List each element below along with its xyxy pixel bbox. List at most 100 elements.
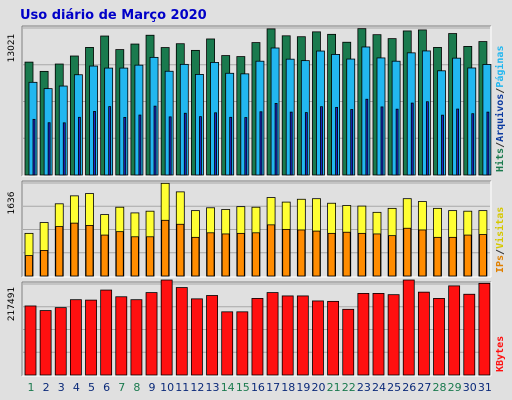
pages-bar xyxy=(304,112,308,176)
day-label: 16 xyxy=(251,381,265,394)
visits-legend-part: / xyxy=(495,249,506,255)
day-label: 8 xyxy=(133,381,140,394)
pages-bar xyxy=(410,102,414,176)
pages-bar xyxy=(320,106,323,176)
ips-bar xyxy=(55,226,64,277)
ips-bar xyxy=(25,255,33,277)
day-label: 17 xyxy=(266,381,280,394)
day-label: 2 xyxy=(43,381,50,394)
day-label: 7 xyxy=(118,381,125,394)
kbytes-bar xyxy=(448,285,461,376)
ips-bar xyxy=(312,230,321,277)
day-label: 19 xyxy=(296,381,310,394)
ips-bar xyxy=(206,232,215,277)
ips-bar xyxy=(70,222,79,277)
day-label: 21 xyxy=(327,381,341,394)
ips-bar xyxy=(161,219,170,277)
hits-legend-part: Páginas xyxy=(494,46,506,88)
ips-bar xyxy=(327,232,336,277)
kbytes-legend-part: KBytes xyxy=(495,336,506,372)
ips-bar xyxy=(40,250,49,277)
kbytes-bar xyxy=(312,300,324,376)
hits-legend-part: / xyxy=(495,88,506,94)
day-label: 3 xyxy=(58,381,65,394)
day-label: 29 xyxy=(448,381,462,394)
kbytes-legend: KBytes xyxy=(495,336,506,372)
kbytes-bar xyxy=(236,311,249,376)
pages-bar xyxy=(350,109,354,176)
pages-bar xyxy=(168,116,172,176)
kbytes-bar xyxy=(130,299,143,376)
ips-bar xyxy=(297,229,306,277)
kbytes-bar xyxy=(24,305,37,376)
pages-bar xyxy=(93,111,96,176)
hits-legend: Hits/Arquivos/Páginas xyxy=(494,46,506,172)
page-title: Uso diário de Março 2020 xyxy=(20,8,207,23)
ips-bar xyxy=(342,231,351,277)
day-label: 27 xyxy=(417,381,431,394)
kbytes-bar xyxy=(433,298,445,376)
ips-bar xyxy=(85,225,94,277)
day-label: 11 xyxy=(175,381,189,394)
kbytes-bar xyxy=(54,307,67,376)
visits-legend-part: Visitas xyxy=(494,207,506,249)
pages-bar xyxy=(229,116,233,176)
ips-bar xyxy=(221,233,230,277)
day-label: 22 xyxy=(342,381,356,394)
kbytes-bar xyxy=(417,291,430,376)
kbytes-bar xyxy=(266,292,279,376)
ips-bar xyxy=(418,229,427,277)
pages-bar xyxy=(123,117,127,176)
kbytes-bar xyxy=(357,293,370,376)
pages-bar xyxy=(214,112,217,176)
visits-legend-part: IPs xyxy=(495,255,506,273)
hits-legend-part: / xyxy=(495,142,506,148)
kbytes-bar xyxy=(251,298,264,376)
day-label: 13 xyxy=(206,381,220,394)
day-label: 20 xyxy=(311,381,325,394)
day-label: 9 xyxy=(149,381,156,394)
kbytes-bar xyxy=(463,293,476,376)
ips-bar xyxy=(267,224,275,277)
pages-bar xyxy=(62,122,66,176)
ips-bar xyxy=(236,232,245,277)
ips-bar xyxy=(100,234,109,277)
ips-bar xyxy=(463,234,472,277)
ips-bar xyxy=(191,236,200,277)
pages-bar xyxy=(138,114,142,176)
pages-bar xyxy=(183,112,187,176)
kbytes-bar xyxy=(115,296,128,376)
day-label: 23 xyxy=(357,381,371,394)
pages-bar xyxy=(425,101,429,176)
ips-bar xyxy=(373,233,381,277)
kbytes-bar xyxy=(145,292,158,376)
hits-legend-part: Hits xyxy=(494,148,506,172)
ips-bar xyxy=(357,232,366,277)
kbytes-bar xyxy=(478,282,491,376)
day-label: 12 xyxy=(190,381,204,394)
kbytes-bar xyxy=(387,294,400,376)
day-label: 5 xyxy=(88,381,95,394)
pages-bar xyxy=(471,113,475,176)
kbytes-bar xyxy=(372,293,385,376)
pages-bar xyxy=(244,117,248,176)
pages-bar xyxy=(380,106,384,176)
ips-bar xyxy=(146,236,154,277)
day-label: 1 xyxy=(28,381,35,394)
visits-panel-max-label: 1636 xyxy=(7,191,17,214)
kbytes-bar xyxy=(69,299,82,376)
hits-panel-max-label: 13021 xyxy=(7,34,17,63)
ips-bar xyxy=(448,236,457,277)
pages-bar xyxy=(47,122,51,176)
kbytes-bar xyxy=(100,289,113,376)
pages-bar xyxy=(289,111,293,176)
kbytes-panel-max-label: 217491 xyxy=(7,287,17,321)
pages-bar xyxy=(32,118,36,176)
day-label: 26 xyxy=(402,381,416,394)
pages-bar xyxy=(153,105,157,176)
ips-bar xyxy=(478,234,487,277)
ips-bar xyxy=(131,236,139,277)
pages-bar xyxy=(199,116,202,176)
day-label: 25 xyxy=(387,381,401,394)
